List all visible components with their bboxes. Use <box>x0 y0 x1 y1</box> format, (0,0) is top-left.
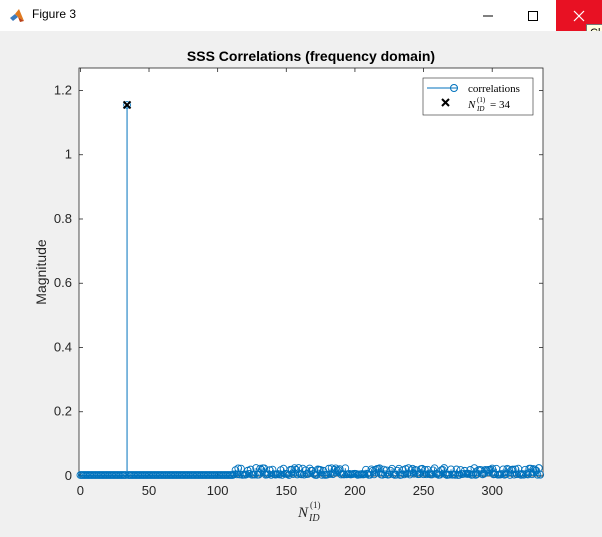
y-tick-label: 1.2 <box>54 82 72 97</box>
stem-marker <box>305 464 314 473</box>
stem-marker <box>381 470 389 479</box>
x-tick-label: 150 <box>275 483 297 498</box>
stem-marker <box>323 470 332 479</box>
x-tick-label: 300 <box>481 483 503 498</box>
maximize-icon <box>528 10 538 21</box>
stem-marker <box>294 464 303 472</box>
maximize-button[interactable] <box>510 0 556 31</box>
stem-marker <box>412 466 421 475</box>
stem-series <box>76 100 545 479</box>
stem-marker <box>519 470 528 479</box>
legend-peak-label: N (1) ID = 34 <box>467 96 510 113</box>
stem-marker <box>300 470 308 479</box>
minimize-icon <box>483 15 493 16</box>
svg-text:(1): (1) <box>477 96 486 104</box>
stem-marker <box>536 470 545 479</box>
stem-marker <box>503 464 512 473</box>
stem-marker <box>123 101 131 109</box>
stem-marker <box>230 470 238 479</box>
stem-marker <box>433 470 442 478</box>
stem-marker <box>456 466 465 474</box>
stem-marker <box>532 466 540 475</box>
stem-marker <box>526 464 535 473</box>
stem-marker <box>256 464 265 473</box>
legend-correlations-label: correlations <box>468 83 520 95</box>
peak-x-marker <box>122 100 132 110</box>
svg-text:N: N <box>297 505 309 521</box>
stem-marker <box>445 470 454 479</box>
stem-marker <box>421 465 429 474</box>
window-title: Figure 3 <box>32 7 77 21</box>
legend-box <box>422 77 534 116</box>
axes-box[interactable] <box>78 67 544 477</box>
stem-marker <box>283 470 292 479</box>
x-tick-label: 50 <box>142 483 156 498</box>
x-tick-label: 100 <box>207 483 229 498</box>
x-axis-label: N (1) ID <box>297 500 321 524</box>
stem-marker <box>438 465 447 474</box>
legend-peak-marker <box>441 98 450 107</box>
svg-text:ID: ID <box>476 105 484 113</box>
svg-text:= 34: = 34 <box>490 99 510 111</box>
stem-marker <box>326 470 335 478</box>
stem-marker <box>518 470 527 478</box>
y-tick-label: 0.8 <box>54 211 72 226</box>
x-tick-label: 0 <box>77 483 84 498</box>
y-tick-label: 0.6 <box>54 275 72 290</box>
close-icon <box>573 10 585 21</box>
svg-text:(1): (1) <box>310 500 321 510</box>
stem-marker <box>502 470 510 478</box>
y-tick-label: 0.4 <box>54 339 72 354</box>
y-tick-label: 0.2 <box>54 404 72 419</box>
y-tick-label: 1 <box>65 147 72 162</box>
stem-marker <box>290 464 299 472</box>
stem-marker <box>360 470 369 478</box>
stem-marker <box>508 465 517 474</box>
window-titlebar[interactable]: Figure 3 <box>0 0 602 31</box>
stem-marker <box>393 466 402 475</box>
x-tick-label: 200 <box>344 483 366 498</box>
figure-canvas: SSS Correlations (frequency domain) 0 50 1… <box>0 31 602 532</box>
stem-marker <box>422 470 431 479</box>
plot-svg: SSS Correlations (frequency domain) 0 50 1… <box>33 48 545 524</box>
stem-marker <box>400 470 409 479</box>
chart-title: SSS Correlations (frequency domain) <box>187 48 435 64</box>
svg-text:ID: ID <box>308 513 320 524</box>
x-tick-label: 250 <box>413 483 435 498</box>
stem-marker <box>265 466 274 475</box>
y-tick-label: 0 <box>65 468 72 483</box>
legend[interactable]: correlations N (1) ID = 34 <box>422 77 534 116</box>
stem-marker <box>366 470 374 479</box>
legend-correlations-marker <box>450 84 458 92</box>
y-axis-label: Magnitude <box>33 239 49 305</box>
stem-marker <box>318 471 326 479</box>
stem-marker <box>466 466 475 474</box>
minimize-button[interactable] <box>465 0 511 31</box>
matlab-icon <box>10 9 24 22</box>
svg-text:N: N <box>467 99 476 111</box>
stem-marker <box>382 466 391 475</box>
stem-marker <box>397 470 406 479</box>
